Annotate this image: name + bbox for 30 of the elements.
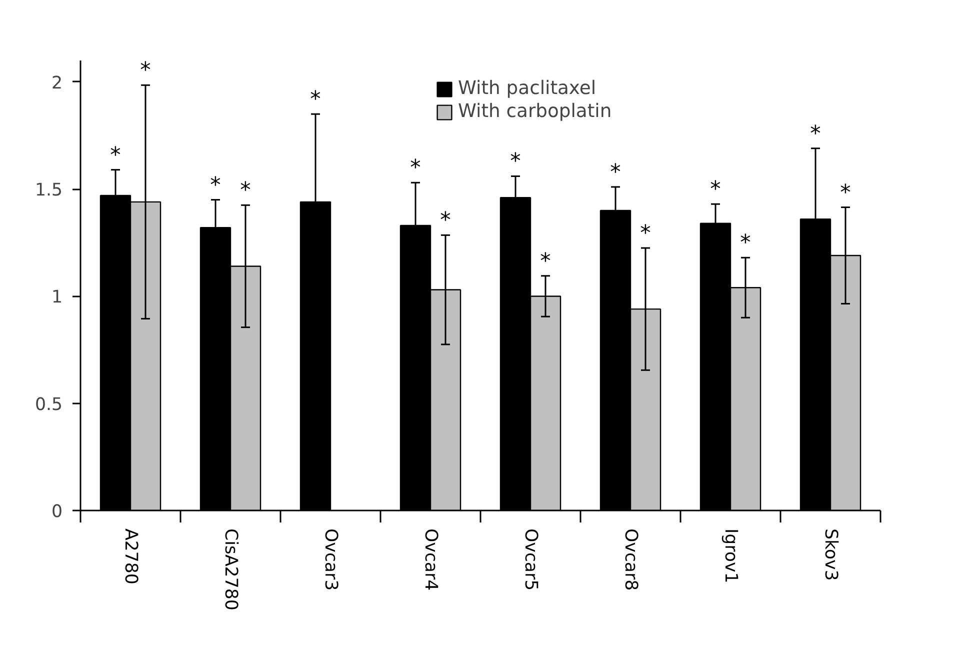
- y-tick-label: 1.5: [34, 180, 63, 201]
- x-tick-label: Ovcar8: [620, 528, 640, 591]
- y-tick-label: 0.5: [34, 394, 63, 415]
- legend-label: With carboplatin: [458, 101, 612, 122]
- x-tick-label: Ovcar4: [420, 528, 440, 591]
- y-tick-label: 2: [51, 73, 63, 94]
- y-tick-label: 1: [51, 288, 63, 308]
- annotation: *: [510, 149, 522, 174]
- annotation: *: [710, 177, 722, 202]
- annotation: *: [840, 180, 852, 206]
- annotation: *: [310, 87, 322, 112]
- annotation: *: [110, 142, 122, 168]
- x-tick-label: Ovcar5: [520, 528, 540, 591]
- legend-label: With paclitaxel: [458, 78, 596, 99]
- x-tick-label: Ovcar3: [320, 528, 340, 591]
- annotation: *: [810, 121, 822, 146]
- annotation: *: [140, 58, 152, 84]
- annotation: *: [610, 160, 622, 185]
- x-tick-label: Skov3: [820, 528, 840, 581]
- x-tick-label: CisA2780: [220, 528, 240, 610]
- annotation: *: [640, 221, 652, 246]
- y-tick-label: 0: [51, 502, 63, 522]
- x-tick-label: A2780: [120, 528, 140, 584]
- annotation: *: [410, 156, 422, 181]
- annotation: *: [740, 230, 752, 256]
- x-tick-label: Igrov1: [720, 528, 740, 584]
- annotation: *: [440, 208, 452, 234]
- annotation: *: [540, 248, 552, 274]
- annotation: *: [240, 178, 252, 204]
- annotation: *: [210, 172, 222, 198]
